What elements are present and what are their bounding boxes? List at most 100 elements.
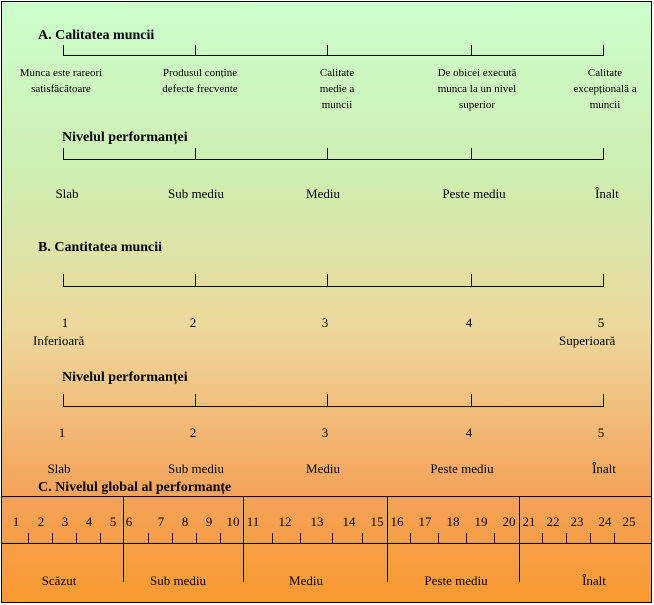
global-scale-tick bbox=[614, 533, 615, 543]
global-scale-tick bbox=[590, 533, 591, 543]
level-label: Înalt bbox=[595, 186, 619, 201]
quality-tick bbox=[471, 45, 472, 55]
level-label: Peste mediu bbox=[442, 186, 506, 201]
group-separator bbox=[123, 496, 124, 582]
level-label: Slab bbox=[47, 461, 71, 476]
global-score-label: 15 bbox=[370, 514, 384, 529]
global-score-label: 14 bbox=[342, 514, 356, 529]
global-score-label: 9 bbox=[205, 514, 213, 529]
high-anchor-label: Superioară bbox=[559, 333, 616, 348]
quality-tick bbox=[603, 45, 604, 55]
performance-tick bbox=[327, 394, 328, 406]
global-score-label: 12 bbox=[278, 514, 292, 529]
global-scale-bottom-line bbox=[2, 543, 651, 544]
score-label: 5 bbox=[597, 425, 605, 440]
section-b-performance-title: Nivelul performanței bbox=[62, 370, 188, 385]
global-scale-tick bbox=[28, 533, 29, 543]
global-level-label: Sub mediu bbox=[150, 573, 206, 588]
section-c-title: C. Nivelul global al performanțe bbox=[38, 480, 232, 495]
section-a-title: A. Calitatea muncii bbox=[38, 28, 155, 43]
level-label: Mediu bbox=[306, 186, 340, 201]
level-label: Slab bbox=[55, 186, 79, 201]
section-a-performance-title: Nivelul performanței bbox=[62, 130, 188, 145]
global-score-label: 17 bbox=[418, 514, 432, 529]
quantity-tick bbox=[603, 274, 604, 286]
global-scale-top-line bbox=[2, 496, 651, 497]
score-label: 2 bbox=[189, 425, 197, 440]
global-level-label: Mediu bbox=[289, 573, 323, 588]
global-score-label: 3 bbox=[61, 514, 69, 529]
global-score-label: 16 bbox=[390, 514, 404, 529]
global-scale-tick bbox=[542, 533, 543, 543]
group-separator bbox=[243, 496, 244, 582]
quality-descriptor-2: Produsul conține defecte frecvente bbox=[162, 67, 238, 95]
performance-tick bbox=[471, 148, 472, 159]
section-b-performance-line bbox=[63, 406, 604, 407]
score-label: 1 bbox=[61, 315, 69, 330]
level-label: Mediu bbox=[306, 461, 340, 476]
performance-tick bbox=[603, 148, 604, 159]
score-label: 5 bbox=[597, 315, 605, 330]
global-score-label: 5 bbox=[109, 514, 117, 529]
global-score-label: 20 bbox=[502, 514, 516, 529]
score-label: 4 bbox=[465, 425, 473, 440]
global-scale-tick bbox=[494, 533, 495, 543]
section-a-performance-line bbox=[63, 159, 604, 160]
global-score-label: 21 bbox=[522, 514, 536, 529]
global-level-label: Peste mediu bbox=[424, 573, 488, 588]
global-score-label: 24 bbox=[598, 514, 612, 529]
global-scale-tick bbox=[52, 533, 53, 543]
global-scale-tick bbox=[438, 533, 439, 543]
score-label: 3 bbox=[321, 425, 329, 440]
global-score-label: 6 bbox=[125, 514, 133, 529]
performance-tick bbox=[195, 148, 196, 159]
global-scale-tick bbox=[196, 533, 197, 543]
global-score-label: 23 bbox=[570, 514, 584, 529]
quality-scale-line bbox=[63, 55, 604, 56]
performance-tick bbox=[471, 394, 472, 406]
performance-tick bbox=[63, 394, 64, 406]
global-scale-tick bbox=[272, 533, 273, 543]
quality-descriptor-5: Calitate excepțională a muncii bbox=[573, 67, 637, 111]
global-score-label: 18 bbox=[446, 514, 460, 529]
section-b-title: B. Cantitatea muncii bbox=[38, 240, 163, 255]
global-score-label: 8 bbox=[181, 514, 189, 529]
score-label: 2 bbox=[189, 315, 197, 330]
global-scale-tick bbox=[410, 533, 411, 543]
group-separator bbox=[519, 496, 520, 582]
performance-tick bbox=[195, 394, 196, 406]
quality-tick bbox=[327, 45, 328, 55]
quality-tick bbox=[63, 45, 64, 55]
group-separator bbox=[387, 496, 388, 582]
global-scale-tick bbox=[172, 533, 173, 543]
global-scale-tick bbox=[466, 533, 467, 543]
global-scale-tick bbox=[362, 533, 363, 543]
global-level-label: Scăzut bbox=[41, 573, 77, 588]
global-scale-tick bbox=[300, 533, 301, 543]
global-score-label: 19 bbox=[474, 514, 488, 529]
quality-tick bbox=[195, 45, 196, 55]
global-scale-tick bbox=[566, 533, 567, 543]
quantity-tick bbox=[471, 274, 472, 286]
score-label: 1 bbox=[58, 425, 66, 440]
global-score-label: 22 bbox=[546, 514, 560, 529]
global-score-label: 1 bbox=[12, 514, 20, 529]
global-scale-tick bbox=[148, 533, 149, 543]
performance-tick bbox=[603, 394, 604, 406]
quantity-tick bbox=[63, 274, 64, 286]
level-label: Peste mediu bbox=[430, 461, 494, 476]
global-score-label: 2 bbox=[37, 514, 45, 529]
global-level-label: Înalt bbox=[582, 573, 606, 588]
global-scale-tick bbox=[220, 533, 221, 543]
score-label: 4 bbox=[465, 315, 473, 330]
global-score-label: 4 bbox=[85, 514, 93, 529]
global-scale-tick bbox=[332, 533, 333, 543]
quantity-tick bbox=[195, 274, 196, 286]
low-anchor-label: Inferioară bbox=[33, 333, 85, 348]
global-score-label: 7 bbox=[157, 514, 165, 529]
level-label: Sub mediu bbox=[168, 461, 224, 476]
level-label: Sub mediu bbox=[168, 186, 224, 201]
quality-descriptor-3: Calitate medie a muncii bbox=[319, 67, 355, 111]
quality-descriptor-1: Munca este rareori satisfăcătoare bbox=[19, 67, 103, 95]
